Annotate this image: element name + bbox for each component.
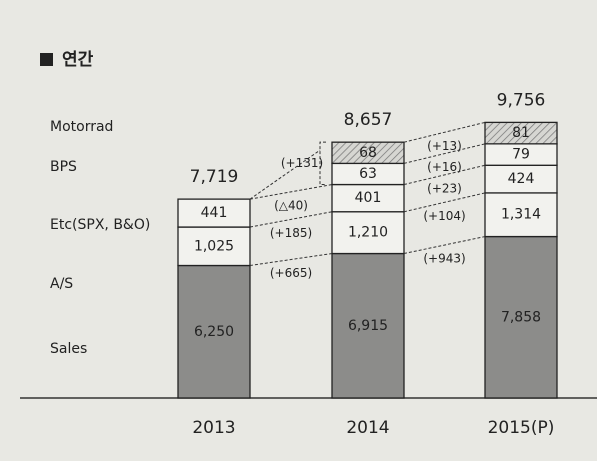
change-label: (+943): [423, 252, 465, 266]
bar-segment: [177, 264, 251, 399]
change-label: (+104): [423, 209, 465, 223]
bar-segment: [484, 192, 558, 238]
change-label: (△40): [274, 198, 308, 212]
change-label: (+16): [427, 160, 462, 174]
value-label: 6,915: [348, 318, 388, 334]
bar-segment: [331, 211, 405, 255]
value-label: 81: [512, 125, 530, 141]
value-label: 441: [201, 205, 228, 221]
x-tick-label: 2013: [192, 418, 235, 438]
value-label: 1,025: [194, 238, 234, 254]
change-label: (+185): [270, 226, 312, 240]
change-label: (+23): [427, 181, 462, 195]
bar-segment: [484, 235, 558, 399]
connector: [249, 253, 333, 266]
bar-segment: [331, 252, 405, 399]
connector: [403, 143, 486, 164]
value-label: 63: [359, 166, 377, 182]
connector: [403, 236, 486, 255]
value-label: 79: [512, 147, 530, 163]
change-label: (+131): [281, 156, 323, 170]
connector: [249, 211, 333, 228]
bar-segment: [331, 141, 405, 165]
connector: [403, 121, 486, 143]
connector: [249, 184, 333, 200]
total-label: 8,657: [344, 110, 393, 130]
x-tick-label: 2014: [346, 418, 389, 438]
value-label: 68: [359, 145, 377, 161]
value-label: 6,250: [194, 324, 234, 340]
change-label: (+665): [270, 266, 312, 280]
value-label: 424: [508, 171, 535, 187]
title-icon: [40, 53, 53, 66]
series-label: Sales: [50, 341, 87, 357]
series-label: Motorrad: [50, 119, 113, 135]
connector: [249, 149, 321, 200]
change-label: (+13): [427, 139, 462, 153]
connector: [403, 192, 486, 213]
total-label: 9,756: [497, 90, 546, 110]
bar-segment: [484, 164, 558, 194]
series-label: A/S: [50, 276, 73, 292]
connector: [403, 164, 486, 186]
value-label: 1,314: [501, 207, 541, 223]
value-label: 1,210: [348, 225, 388, 241]
series-label: Etc(SPX, B&O): [50, 217, 150, 233]
bar-segment: [177, 198, 251, 228]
bar-segment: [177, 226, 251, 267]
bracket: [319, 141, 326, 186]
total-label: 7,719: [190, 167, 239, 187]
bar-segment: [484, 121, 558, 145]
chart-title: 연간: [62, 50, 94, 70]
series-label: BPS: [50, 159, 77, 175]
value-label: 7,858: [501, 309, 541, 325]
value-label: 401: [355, 190, 382, 206]
x-tick-label: 2015(P): [488, 418, 555, 438]
